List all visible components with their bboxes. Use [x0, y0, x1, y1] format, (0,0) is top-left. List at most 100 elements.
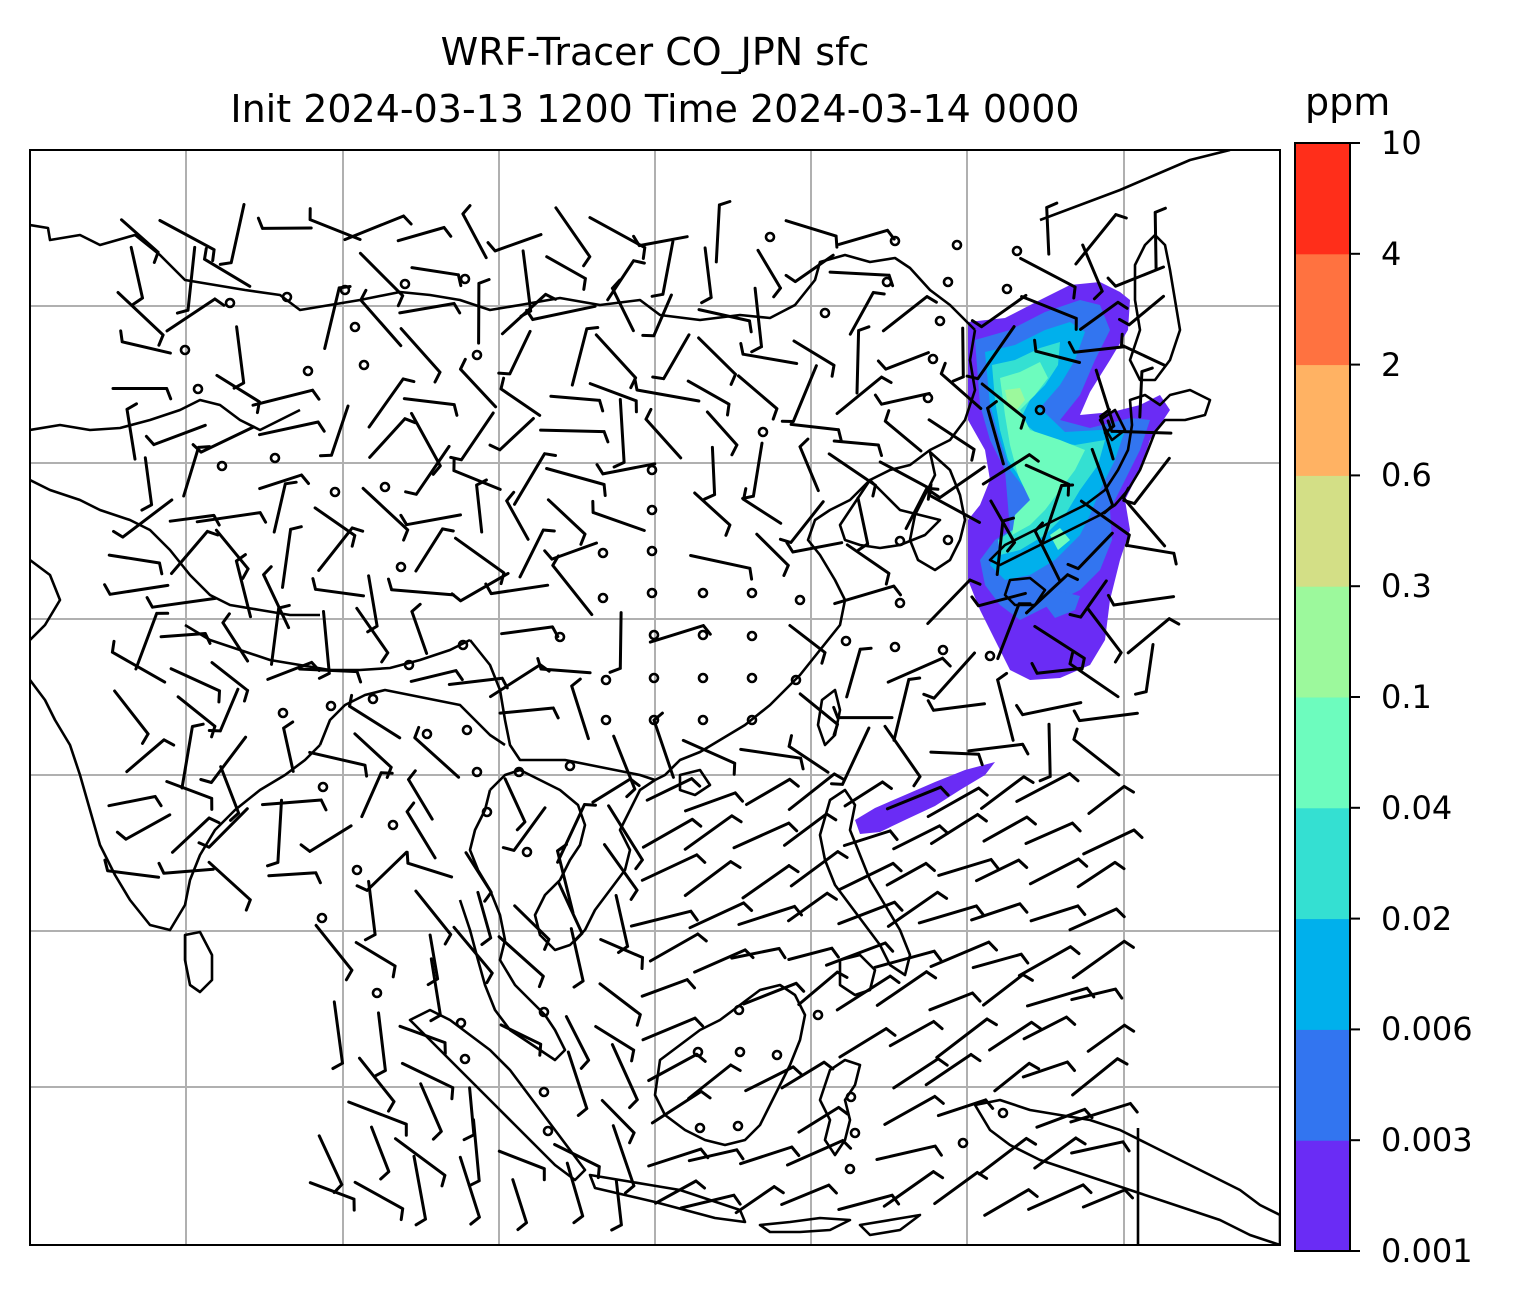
- wind-barb: [159, 632, 212, 645]
- wind-barb: [697, 308, 753, 334]
- wind-barb: [614, 894, 630, 954]
- wind-barb: [739, 342, 799, 365]
- wind-barb: [929, 750, 984, 767]
- calm-marker: [697, 629, 709, 641]
- wind-barb: [977, 1136, 1038, 1176]
- wind-barb: [885, 785, 950, 811]
- wind-barb: [679, 1193, 742, 1210]
- wind-barb: [980, 382, 1026, 430]
- wind-barb: [370, 1125, 391, 1181]
- wind-barb: [553, 1143, 601, 1180]
- wind-barb: [549, 394, 605, 413]
- wind-barb: [705, 410, 739, 457]
- calm-marker: [984, 650, 996, 662]
- calm-marker: [277, 707, 289, 719]
- wind-barb: [641, 1016, 705, 1042]
- calm-marker: [224, 297, 236, 309]
- wind-barb: [539, 428, 610, 444]
- calm-marker: [648, 672, 660, 684]
- wind-barb: [207, 687, 240, 733]
- wind-barb: [1120, 332, 1167, 368]
- wind-barb: [798, 692, 839, 737]
- calm-marker: [646, 545, 658, 557]
- wind-barb: [353, 732, 393, 779]
- calm-marker: [349, 321, 361, 333]
- wind-barb: [214, 528, 250, 580]
- wind-barb: [598, 982, 642, 1027]
- wind-barb: [476, 890, 493, 946]
- calm-marker: [844, 1163, 856, 1175]
- calm-marker: [764, 231, 776, 243]
- colorbar-tick-label: 0.02: [1381, 899, 1453, 938]
- calm-marker: [399, 278, 411, 290]
- calm-marker: [942, 534, 954, 546]
- wind-barb: [343, 214, 413, 242]
- wind-barb: [1070, 1140, 1131, 1155]
- wind-barb: [612, 398, 626, 469]
- wind-barb: [1038, 722, 1052, 783]
- calm-marker: [697, 714, 709, 726]
- wind-barb: [145, 596, 217, 609]
- wind-barb: [599, 938, 644, 970]
- wind-barb: [873, 949, 943, 969]
- calm-marker: [648, 629, 660, 641]
- wind-barb: [125, 402, 138, 461]
- calm-marker: [881, 276, 893, 288]
- wind-barb: [996, 602, 1032, 661]
- wind-barb: [714, 200, 732, 264]
- wind-barb: [367, 377, 416, 429]
- wind-barb: [935, 1017, 998, 1059]
- wind-barb: [700, 246, 713, 305]
- calm-marker: [461, 724, 473, 736]
- wind-barb: [856, 496, 870, 552]
- wind-barb: [1015, 701, 1083, 717]
- wind-barb: [1041, 483, 1075, 544]
- wind-barb: [600, 1099, 636, 1145]
- wind-barb: [266, 798, 283, 868]
- wind-barb: [358, 251, 405, 308]
- wind-barb: [195, 511, 268, 524]
- wind-barb: [825, 941, 895, 967]
- wind-barb: [234, 553, 252, 619]
- wind-barb: [650, 1089, 712, 1125]
- wind-barb: [499, 376, 542, 417]
- wind-barb: [650, 239, 675, 298]
- wind-barb: [610, 1178, 623, 1232]
- wind-barb: [1076, 860, 1126, 889]
- wind-barb: [1022, 1015, 1077, 1041]
- wind-barb: [926, 578, 982, 625]
- calm-marker: [746, 587, 758, 599]
- wind-barb: [175, 245, 197, 315]
- calm-marker: [997, 1107, 1009, 1119]
- wind-barb: [1033, 1136, 1087, 1170]
- wind-barb: [876, 351, 930, 371]
- wind-barb: [1072, 709, 1139, 723]
- wind-barb: [835, 375, 893, 415]
- wind-barb: [110, 639, 167, 684]
- wind-barb: [588, 216, 647, 260]
- colorbar-unit-label: ppm: [1305, 80, 1391, 124]
- wind-barb: [697, 336, 737, 386]
- wind-barb: [588, 382, 638, 414]
- wind-barb: [739, 1145, 801, 1166]
- calm-marker: [889, 641, 901, 653]
- wind-barb: [736, 374, 779, 421]
- calm-marker: [757, 426, 769, 438]
- wind-barb: [1138, 366, 1154, 419]
- wind-barb: [210, 661, 250, 703]
- wind-barb: [648, 624, 712, 644]
- wind-barb: [686, 379, 731, 417]
- wind-barb: [996, 671, 1015, 742]
- wind-barb: [1126, 617, 1181, 655]
- wind-barb: [922, 651, 976, 700]
- calm-marker: [329, 486, 341, 498]
- calm-marker: [1034, 404, 1046, 416]
- wind-barb: [1086, 606, 1123, 664]
- wind-barb: [789, 422, 843, 442]
- wind-barb: [892, 824, 950, 851]
- colorbar-segment: [1295, 807, 1350, 920]
- wind-barb: [399, 513, 462, 527]
- wind-barb: [361, 486, 410, 542]
- wind-barb: [848, 291, 886, 336]
